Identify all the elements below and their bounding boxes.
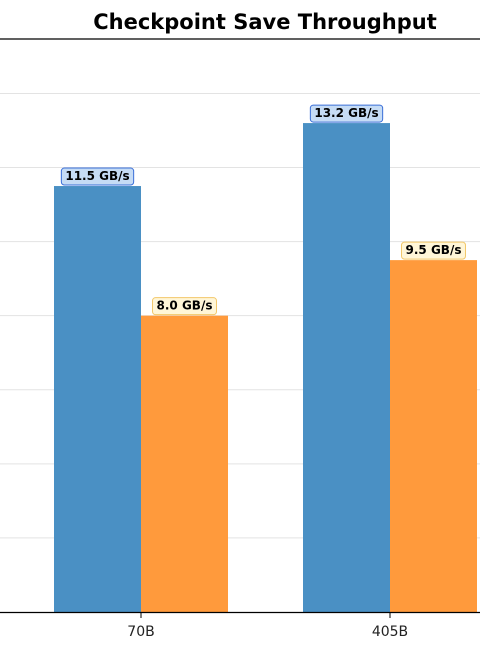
data-label-text: 13.2 GB/s <box>314 106 378 120</box>
bar-405B-series-2 <box>390 260 477 612</box>
data-label-70B-series-2: 8.0 GB/s <box>152 297 217 316</box>
data-label-box <box>60 167 135 186</box>
x-tick-label-405B: 405B <box>372 624 408 640</box>
x-tick-label-70B: 70B <box>127 624 154 640</box>
data-labels: 11.5 GB/s 13.2 GB/s 8.0 GB/s 9.5 GB/s <box>60 104 466 316</box>
x-tick-labels: 70B 405B <box>127 613 408 640</box>
data-label-box <box>152 297 217 316</box>
data-label-text: 8.0 GB/s <box>157 299 213 313</box>
bar-405B-series-1 <box>303 123 390 613</box>
data-label-box <box>309 104 384 123</box>
chart-title: Checkpoint Save Throughput <box>93 10 437 34</box>
data-label-405B-series-1: 13.2 GB/s <box>309 104 384 123</box>
data-label-405B-series-2: 9.5 GB/s <box>401 241 466 260</box>
data-label-text: 11.5 GB/s <box>65 169 129 183</box>
bar-70B-series-1 <box>54 186 141 613</box>
data-label-box <box>401 241 466 260</box>
bar-70B-series-2 <box>141 315 228 612</box>
data-label-text: 9.5 GB/s <box>406 243 462 257</box>
bars <box>54 123 477 613</box>
data-label-70B-series-1: 11.5 GB/s <box>60 167 135 186</box>
